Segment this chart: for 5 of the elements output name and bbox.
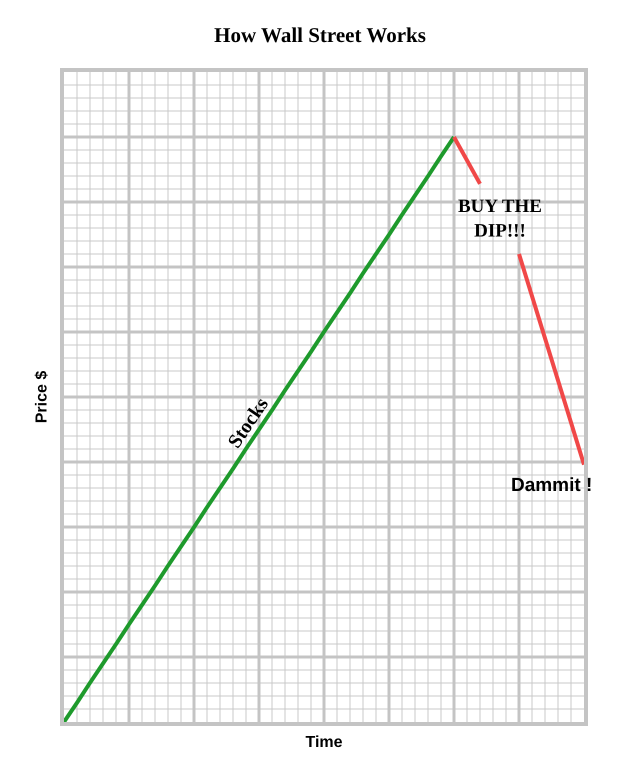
chart-title: How Wall Street Works [214, 22, 426, 47]
annotation: Dammit ! [511, 475, 592, 496]
annotation: BUY THE DIP!!! [458, 196, 542, 242]
x-axis-title: Time [305, 734, 343, 752]
y-axis-title: Price $ [33, 370, 50, 424]
